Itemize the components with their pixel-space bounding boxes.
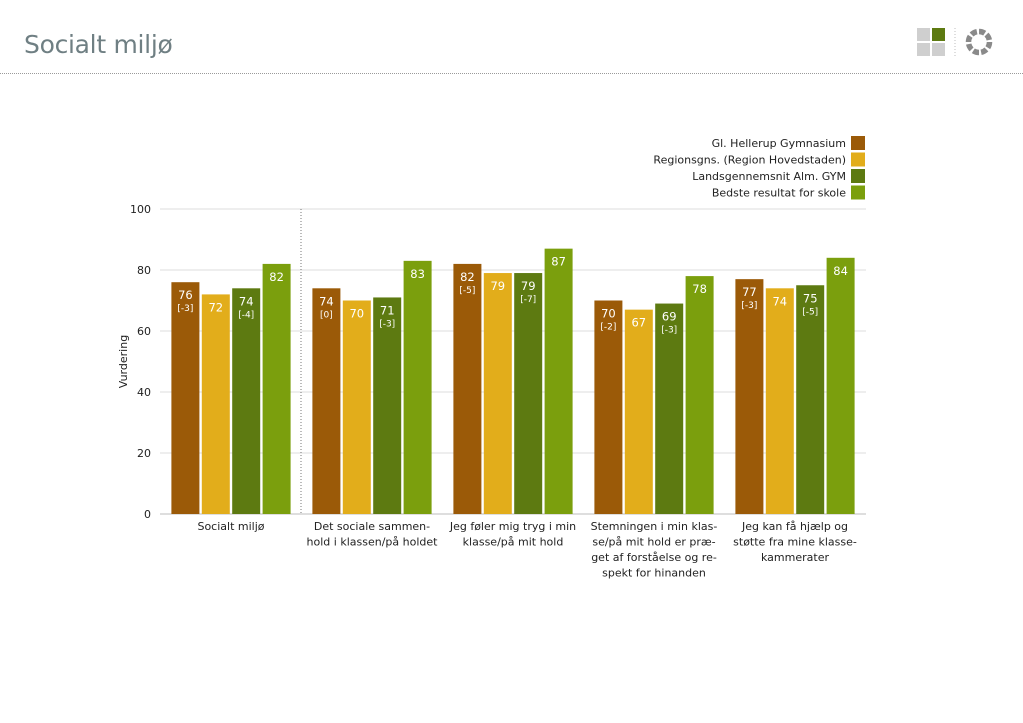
data-label: 82 (460, 270, 475, 284)
bar (685, 276, 714, 514)
x-tick-label: klasse/på mit hold (463, 536, 564, 549)
bar (765, 288, 794, 514)
legend-label: Regionsgns. (Region Hovedstaden) (653, 154, 846, 167)
x-tick-label: Det sociale sammen- (314, 520, 430, 533)
page-title: Socialt miljø (24, 30, 173, 59)
data-label: 75 (803, 291, 818, 305)
bar (201, 294, 230, 514)
x-tick-label: kammerater (761, 551, 829, 564)
bar (624, 309, 653, 514)
data-label: 82 (269, 270, 284, 284)
data-diff-label: [-4] (238, 310, 254, 320)
data-label: 72 (208, 300, 223, 314)
bar (796, 285, 825, 514)
bar (262, 263, 291, 514)
data-label: 74 (772, 294, 787, 308)
bar (544, 248, 573, 514)
bar (594, 300, 623, 514)
legend-label: Landsgennemsnit Alm. GYM (692, 170, 846, 183)
data-label: 69 (662, 310, 677, 324)
logo-ring-icon (965, 28, 993, 56)
bar (826, 257, 855, 514)
x-tick-label: se/på mit hold er præ- (592, 536, 715, 549)
data-diff-label: [-7] (520, 295, 536, 305)
legend-swatch (851, 169, 865, 183)
data-label: 70 (349, 307, 364, 321)
data-diff-label: [-3] (177, 304, 193, 314)
data-diff-label: [-3] (661, 326, 677, 336)
data-label: 70 (601, 307, 616, 321)
data-diff-label: [-2] (600, 323, 616, 333)
legend-label: Bedste resultat for skole (712, 187, 846, 200)
x-tick-label: Jeg kan få hjælp og (741, 520, 848, 533)
y-tick-label: 100 (130, 203, 151, 216)
x-tick-label: get af forståelse og re- (591, 551, 717, 564)
bar (655, 303, 684, 514)
bar (312, 288, 341, 514)
legend-label: Gl. Hellerup Gymnasium (712, 137, 846, 150)
legend-swatch (851, 152, 865, 167)
data-label: 78 (692, 282, 707, 296)
logo (917, 28, 993, 56)
x-tick-label: spekt for hinanden (602, 567, 706, 580)
data-label: 79 (490, 279, 505, 293)
data-label: 79 (521, 279, 536, 293)
y-axis-label: Vurdering (117, 335, 130, 388)
x-tick-label: Stemningen i min klas- (591, 520, 718, 533)
bar (483, 273, 512, 514)
data-diff-label: [-5] (802, 307, 818, 317)
data-diff-label: [-3] (741, 301, 757, 311)
bar (403, 260, 432, 514)
bar (735, 279, 764, 514)
x-tick-label: hold i klassen/på holdet (307, 536, 439, 549)
y-tick-label: 40 (137, 386, 151, 399)
y-tick-label: 20 (137, 447, 151, 460)
data-diff-label: [-5] (459, 286, 475, 296)
data-label: 67 (631, 316, 646, 330)
bar (373, 297, 402, 514)
data-label: 84 (833, 264, 848, 278)
legend-swatch (851, 136, 865, 150)
data-label: 71 (380, 303, 395, 317)
bar (171, 282, 200, 514)
data-diff-label: [-3] (379, 319, 395, 329)
y-tick-label: 80 (137, 264, 151, 277)
header-divider (0, 73, 1023, 74)
y-tick-label: 60 (137, 325, 151, 338)
logo-squares-icon (917, 28, 945, 56)
data-label: 76 (178, 288, 193, 302)
y-tick-label: 0 (144, 508, 151, 521)
bar (342, 300, 371, 514)
data-diff-label: [0] (320, 310, 333, 320)
bar (514, 273, 543, 514)
data-label: 87 (551, 255, 566, 269)
bar (453, 263, 482, 514)
x-tick-label: støtte fra mine klasse- (733, 536, 857, 549)
data-label: 74 (239, 294, 254, 308)
data-label: 77 (742, 285, 757, 299)
legend-swatch (851, 185, 865, 200)
bar (232, 288, 261, 514)
data-label: 83 (410, 267, 425, 281)
x-tick-label: Socialt miljø (197, 520, 264, 533)
x-tick-label: Jeg føler mig tryg i min (449, 520, 576, 533)
data-label: 74 (319, 294, 334, 308)
